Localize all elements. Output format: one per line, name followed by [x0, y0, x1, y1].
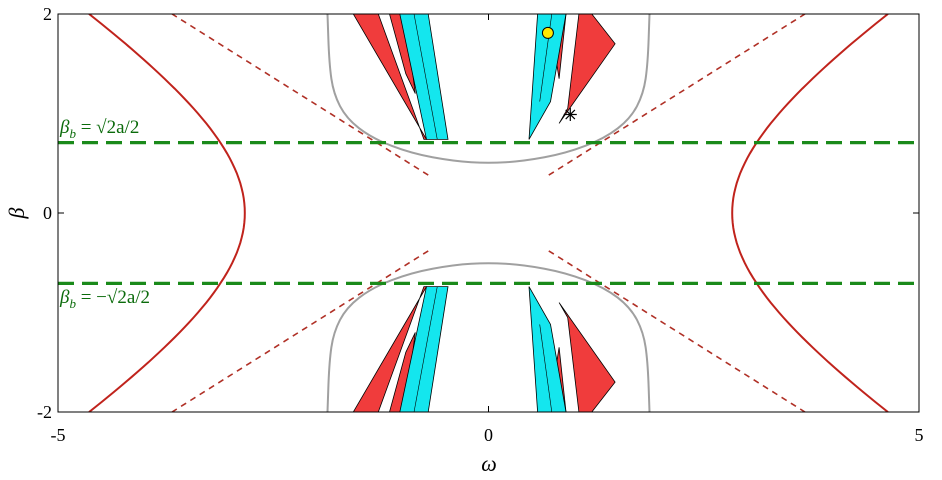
red-region-1-mirror [389, 332, 416, 412]
red-region-3-mirror [558, 302, 616, 412]
x-tick-label-2: 5 [915, 425, 924, 445]
x-axis-label: ω [481, 451, 497, 476]
yellow-circle-marker [541, 26, 554, 39]
regions-layer [352, 14, 616, 412]
red-region-3 [558, 14, 616, 124]
hyperbola-right [731, 14, 889, 412]
red-region-1 [389, 14, 416, 94]
red-region-0-mirror [352, 286, 428, 412]
hyperbola-left [88, 14, 246, 412]
gray-boundary-lower [326, 262, 651, 412]
star-stroke-3 [565, 109, 576, 120]
asymptote-2 [171, 14, 429, 176]
y-tick-label-2: 2 [43, 4, 52, 24]
gray-boundary-upper [326, 14, 651, 164]
cyan-hatch-0 [413, 14, 438, 140]
cyan-region-0-mirror [399, 286, 449, 412]
star-marker [563, 107, 577, 121]
y-tick-label-1: 0 [43, 203, 52, 223]
curves-layer [88, 14, 889, 412]
cyan-region-1 [528, 14, 567, 140]
y-tick-label-0: -2 [37, 402, 52, 422]
x-tick-label-0: -5 [51, 425, 66, 445]
cyan-hatch-mirror-1 [539, 324, 553, 412]
red-region-0 [352, 14, 428, 140]
asymptote-3 [171, 250, 429, 412]
y-axis-label: β [4, 207, 29, 219]
threshold-layer [58, 141, 919, 285]
markers-layer [541, 26, 577, 121]
cyan-region-0 [399, 14, 449, 140]
threshold-label-lower: βb = −√2a/2 [59, 287, 150, 311]
cyan-region-1-mirror [528, 286, 567, 412]
x-tick-label-1: 0 [484, 425, 493, 445]
cyan-hatch-mirror-0 [413, 286, 438, 412]
threshold-label-upper: βb = √2a/2 [59, 117, 139, 141]
plot-frame [57, 13, 920, 413]
ticks-layer: -5 0 5 -2 0 2 [37, 4, 924, 445]
